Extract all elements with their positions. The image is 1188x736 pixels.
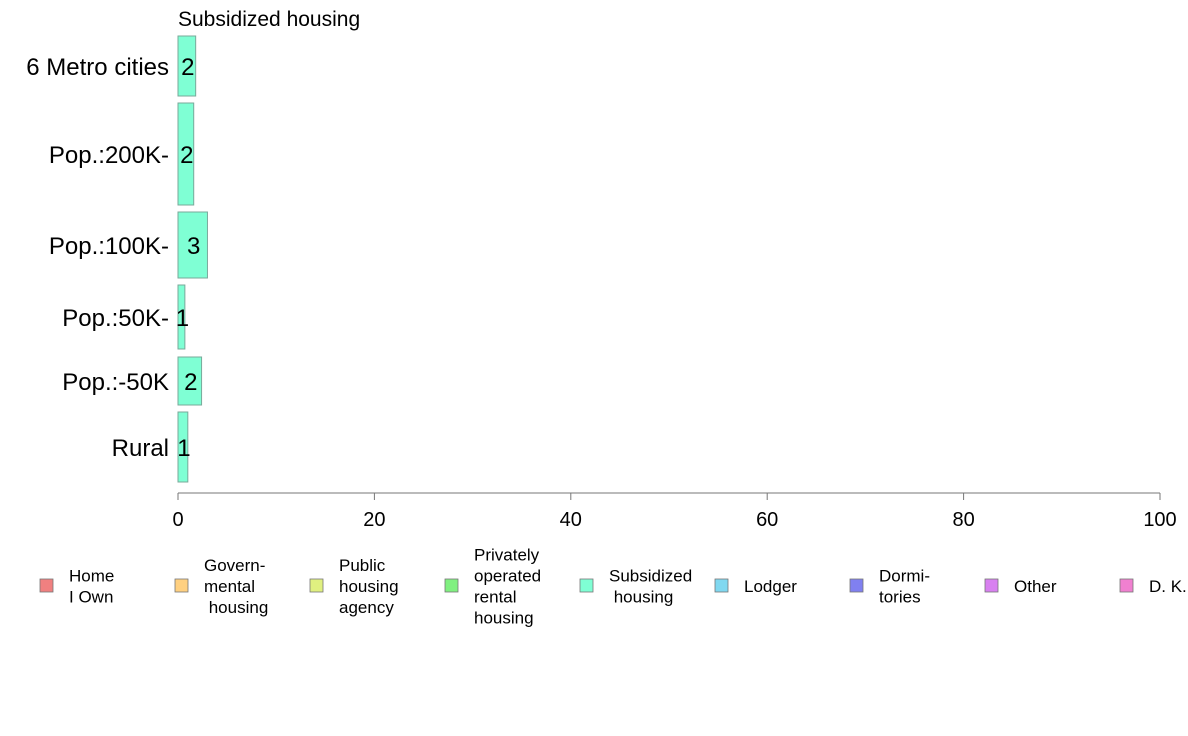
legend-label-line: D. K. (1149, 577, 1187, 596)
legend-swatch (444, 578, 459, 593)
x-tick-label: 60 (756, 509, 778, 531)
bar (177, 102, 195, 206)
chart-title: Subsidized housing (178, 8, 360, 31)
legend-swatch (984, 578, 999, 593)
legend-label-line: housing (609, 588, 673, 607)
legend-label-line: housing (474, 609, 534, 628)
data-label: 1 (176, 305, 189, 332)
x-tick-label: 100 (1143, 509, 1176, 531)
legend-label-line: tories (879, 588, 921, 607)
legend-swatch (579, 578, 594, 593)
bar (177, 35, 197, 97)
legend-label-line: operated (474, 567, 541, 586)
legend-label-line: Home (69, 567, 114, 586)
legend-swatch (39, 578, 54, 593)
category-label: Pop.:200K- (49, 142, 169, 169)
data-label: 2 (180, 142, 193, 169)
bar (177, 411, 189, 483)
legend-label: D. K. (1149, 577, 1187, 596)
legend-label: Subsidized housing (609, 567, 692, 607)
legend-label-line: Privately (474, 546, 540, 565)
data-label: 2 (184, 369, 197, 396)
legend-label-line: mental (204, 577, 255, 596)
legend-label-line: agency (339, 598, 394, 617)
legend-label-line: Subsidized (609, 567, 692, 586)
legend-label-line: Dormi- (879, 567, 930, 586)
legend-swatch (1119, 578, 1134, 593)
legend-label: Dormi-tories (879, 567, 930, 607)
category-label: 6 Metro cities (26, 54, 169, 81)
legend-swatch (714, 578, 729, 593)
legend-label-line: Lodger (744, 577, 797, 596)
legend-label-line: Govern- (204, 556, 265, 575)
category-label: Rural (112, 435, 169, 462)
data-label: 1 (177, 435, 190, 462)
x-tick-label: 80 (952, 509, 974, 531)
legend-label: Home I Own (69, 567, 114, 607)
legend: Home I Own Govern-mental housing Public hous… (39, 546, 1187, 628)
x-axis: 0 20 40 60 80 100 (172, 492, 1177, 531)
legend-label-line: Other (1014, 577, 1057, 596)
data-label: 2 (181, 54, 194, 81)
bars-group: 6 Metro cities 2 Pop.:200K- 2 Pop.:100K- 3 Pop… (26, 35, 208, 483)
legend-label: Govern-mental housing (204, 556, 268, 617)
legend-label: Privately operated rental housing (474, 546, 541, 628)
legend-label-line: rental (474, 588, 517, 607)
bar (177, 211, 208, 279)
legend-label: Other (1014, 577, 1057, 596)
x-tick-label: 0 (172, 509, 183, 531)
x-tick-label: 40 (560, 509, 582, 531)
legend-swatch (309, 578, 324, 593)
legend-label: Public housing agency (339, 556, 399, 617)
bar (177, 284, 186, 350)
legend-swatch (849, 578, 864, 593)
bar (177, 356, 203, 406)
legend-label-line: housing (204, 598, 268, 617)
legend-label-line: housing (339, 577, 399, 596)
x-tick-label: 20 (363, 509, 385, 531)
category-label: Pop.:100K- (49, 233, 169, 260)
category-label: Pop.:-50K (62, 369, 169, 396)
legend-label: Lodger (744, 577, 797, 596)
data-label: 3 (187, 233, 200, 260)
category-label: Pop.:50K- (62, 305, 169, 332)
legend-label-line: Public (339, 556, 386, 575)
legend-swatch (174, 578, 189, 593)
legend-label-line: I Own (69, 588, 113, 607)
